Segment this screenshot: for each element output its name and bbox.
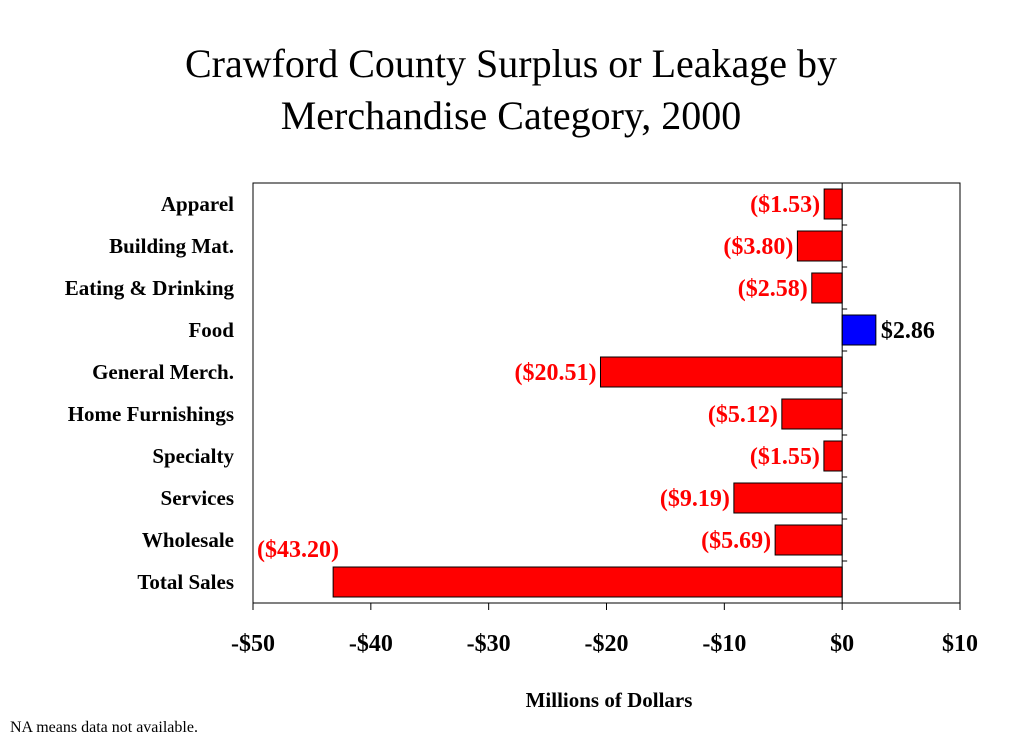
category-label-home-furnishings: Home Furnishings [68,402,234,426]
category-label-services: Services [161,486,234,510]
data-label-home-furnishings: ($5.12) [708,402,778,428]
x-tick-label: -$40 [349,631,393,657]
bar-wholesale [774,524,843,556]
data-label-eating-drinking: ($2.58) [738,276,808,302]
data-label-services: ($9.19) [660,486,730,512]
category-label-specialty: Specialty [152,444,234,468]
bar-food [841,314,877,346]
footnote: NA means data not available. [10,719,198,736]
category-label-apparel: Apparel [161,192,234,216]
chart-title-line-1: Crawford County Surplus or Leakage by [185,41,837,86]
bar-apparel [823,188,843,220]
bar-home-furnishings [781,398,843,430]
data-label-food: $2.86 [881,318,935,344]
category-label-total-sales: Total Sales [137,570,234,594]
x-tick-label: $0 [830,631,854,657]
category-label-general-merch: General Merch. [92,360,234,384]
data-label-apparel: ($1.53) [750,192,820,218]
x-tick-label: -$30 [467,631,511,657]
category-label-eating-drinking: Eating & Drinking [65,276,235,300]
bar-total-sales [332,566,843,598]
bar-services [733,482,843,514]
x-tick-label: -$50 [231,631,275,657]
data-label-wholesale: ($5.69) [701,528,771,554]
category-label-building-mat: Building Mat. [109,234,234,258]
category-label-wholesale: Wholesale [142,528,234,552]
x-tick-label: -$10 [702,631,746,657]
bar-general-merch [599,356,843,388]
plot-area [252,182,961,604]
x-axis-title: Millions of Dollars [526,688,693,712]
data-label-total-sales: ($43.20) [257,537,339,563]
x-tick-label: $10 [942,631,978,657]
data-label-general-merch: ($20.51) [515,360,597,386]
chart-title-line-2: Merchandise Category, 2000 [281,93,742,138]
bar-eating-drinking [811,272,843,304]
data-label-building-mat: ($3.80) [723,234,793,260]
bar-specialty [823,440,843,472]
category-label-food: Food [188,318,234,342]
bar-building-mat [796,230,843,262]
x-tick-label: -$20 [585,631,629,657]
data-label-specialty: ($1.55) [750,444,820,470]
